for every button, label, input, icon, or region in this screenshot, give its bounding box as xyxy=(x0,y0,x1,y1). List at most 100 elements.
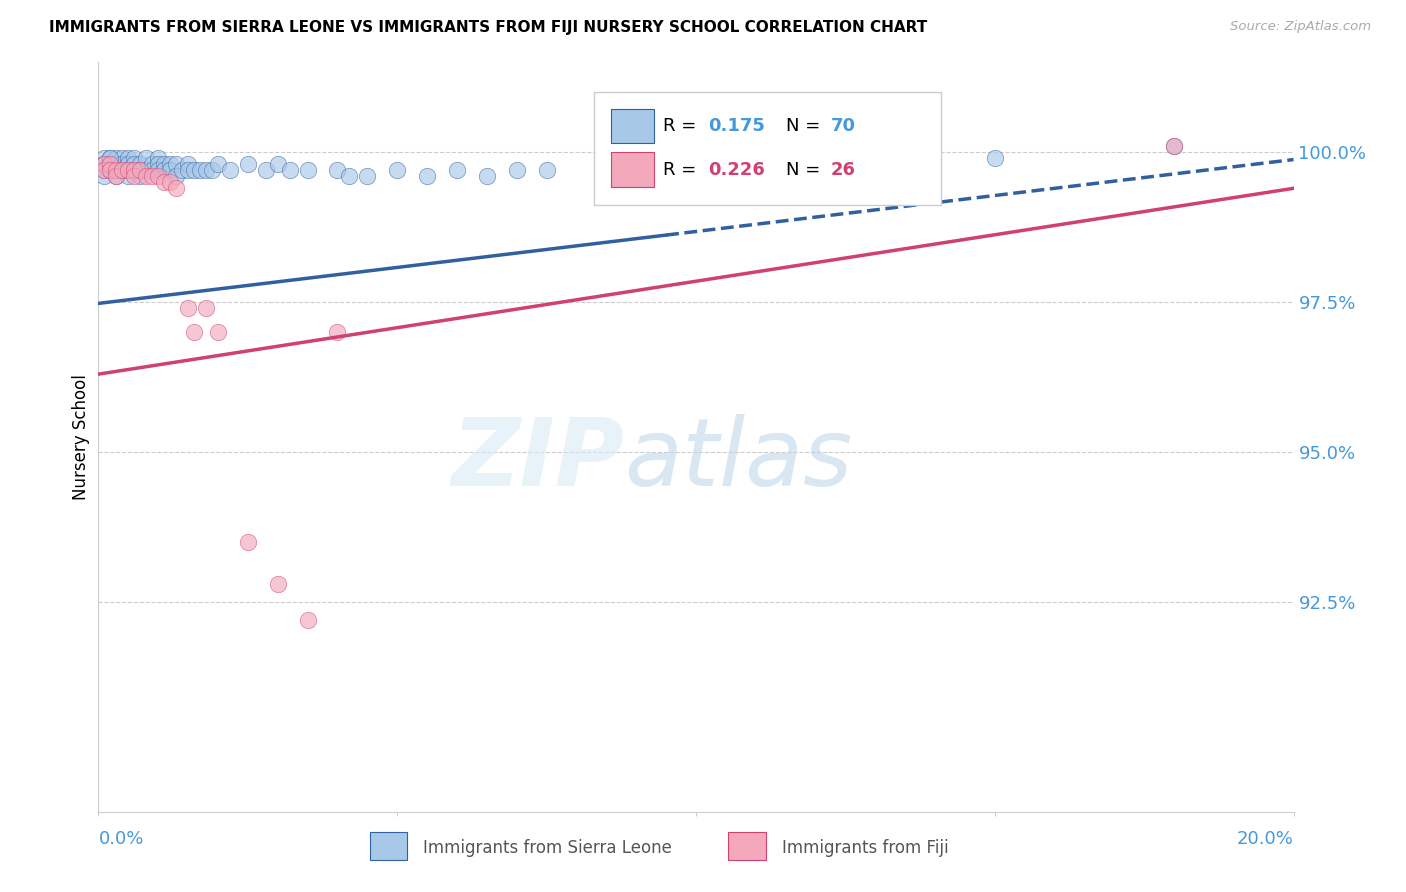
Point xyxy=(93,163,115,178)
Point xyxy=(416,169,439,184)
Text: 70: 70 xyxy=(831,117,856,135)
Point xyxy=(98,152,122,166)
Point xyxy=(98,163,122,178)
Point xyxy=(207,325,229,339)
Point xyxy=(98,163,122,178)
Point xyxy=(117,169,139,184)
Text: 0.0%: 0.0% xyxy=(98,830,143,847)
Point xyxy=(148,152,170,166)
Text: N =: N = xyxy=(786,117,825,135)
Point xyxy=(105,169,128,184)
Point xyxy=(93,169,115,184)
Point xyxy=(124,163,146,178)
FancyBboxPatch shape xyxy=(612,109,654,144)
Point xyxy=(165,181,187,195)
Point xyxy=(267,157,290,171)
Point xyxy=(98,157,122,171)
Point xyxy=(195,301,218,316)
Point xyxy=(1163,139,1185,153)
Point xyxy=(506,163,529,178)
Point xyxy=(93,152,115,166)
Point xyxy=(356,169,378,184)
Point xyxy=(129,169,152,184)
Text: Immigrants from Sierra Leone: Immigrants from Sierra Leone xyxy=(423,838,672,856)
FancyBboxPatch shape xyxy=(595,93,941,205)
Point xyxy=(177,301,200,316)
Point xyxy=(153,163,176,178)
Point xyxy=(129,157,152,171)
Text: R =: R = xyxy=(662,161,702,178)
Point xyxy=(124,152,146,166)
Point xyxy=(297,163,319,178)
FancyBboxPatch shape xyxy=(728,832,766,861)
Point xyxy=(219,163,242,178)
Point xyxy=(207,157,229,171)
Point xyxy=(105,163,128,178)
Point xyxy=(111,163,134,178)
Text: ZIP: ZIP xyxy=(451,414,624,506)
Point xyxy=(117,163,139,178)
Point xyxy=(124,169,146,184)
Point xyxy=(124,163,146,178)
Text: Immigrants from Fiji: Immigrants from Fiji xyxy=(782,838,949,856)
Point xyxy=(117,163,139,178)
Point xyxy=(297,613,319,627)
Point xyxy=(135,152,157,166)
Point xyxy=(278,163,301,178)
Point xyxy=(111,152,134,166)
Point xyxy=(326,325,349,339)
Point xyxy=(172,163,194,178)
Point xyxy=(111,157,134,171)
Y-axis label: Nursery School: Nursery School xyxy=(72,374,90,500)
Point xyxy=(105,169,128,184)
Point xyxy=(236,157,259,171)
Point xyxy=(236,535,259,549)
Point xyxy=(93,157,115,171)
Point xyxy=(188,163,211,178)
Text: IMMIGRANTS FROM SIERRA LEONE VS IMMIGRANTS FROM FIJI NURSERY SCHOOL CORRELATION : IMMIGRANTS FROM SIERRA LEONE VS IMMIGRAN… xyxy=(49,20,928,35)
Point xyxy=(685,163,707,178)
Point xyxy=(984,152,1007,166)
Point xyxy=(595,163,617,178)
Text: Source: ZipAtlas.com: Source: ZipAtlas.com xyxy=(1230,20,1371,33)
Point xyxy=(105,152,128,166)
Point xyxy=(195,163,218,178)
Point xyxy=(141,169,163,184)
Point xyxy=(117,152,139,166)
Point xyxy=(536,163,558,178)
Point xyxy=(159,175,181,189)
Text: atlas: atlas xyxy=(624,414,852,505)
Point xyxy=(141,163,163,178)
Point xyxy=(183,163,205,178)
Point xyxy=(129,163,152,178)
Text: 26: 26 xyxy=(831,161,856,178)
Point xyxy=(177,157,200,171)
Point xyxy=(98,152,122,166)
Text: R =: R = xyxy=(662,117,702,135)
Point xyxy=(111,163,134,178)
Point xyxy=(93,163,115,178)
Point xyxy=(339,169,361,184)
Point xyxy=(326,163,349,178)
Point xyxy=(201,163,224,178)
Point xyxy=(254,163,277,178)
Point xyxy=(93,157,115,171)
Point xyxy=(135,163,157,178)
Point xyxy=(129,163,152,178)
Point xyxy=(98,157,122,171)
Point xyxy=(124,157,146,171)
FancyBboxPatch shape xyxy=(370,832,408,861)
Point xyxy=(626,163,648,178)
Point xyxy=(385,163,409,178)
Point xyxy=(148,157,170,171)
Point xyxy=(141,157,163,171)
Point xyxy=(153,157,176,171)
Point xyxy=(159,163,181,178)
Point xyxy=(117,157,139,171)
Text: 0.175: 0.175 xyxy=(709,117,765,135)
FancyBboxPatch shape xyxy=(612,153,654,186)
Point xyxy=(148,163,170,178)
Point xyxy=(177,163,200,178)
Point xyxy=(98,157,122,171)
Point xyxy=(475,169,498,184)
